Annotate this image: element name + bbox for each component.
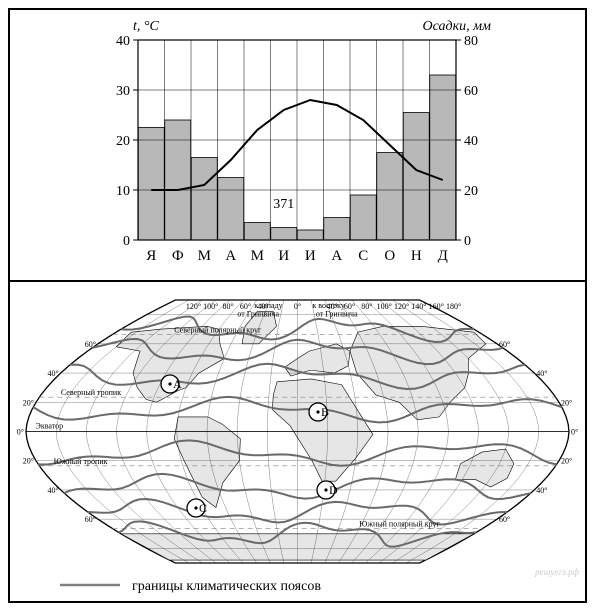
y-left-tick: 10 <box>116 184 130 199</box>
y-right-tick: 80 <box>464 34 478 49</box>
y-right-tick: 40 <box>464 134 478 149</box>
west-label: к западу <box>254 301 282 310</box>
y-left-tick: 30 <box>116 84 130 99</box>
y-left-tick: 40 <box>116 34 130 49</box>
bar <box>218 178 244 241</box>
month-label: С <box>358 248 368 264</box>
lat-label-right: 20° <box>561 457 572 466</box>
tropic-s-label: Южный тропик <box>54 457 108 466</box>
lat-label-right: 60° <box>499 515 510 524</box>
y-right-tick: 0 <box>464 234 471 249</box>
map-point-dot <box>316 410 319 413</box>
right-axis-title: Осадки, мм <box>423 19 492 34</box>
lon-label: 100° <box>203 302 218 311</box>
bar <box>430 75 456 240</box>
east-label: к востоку <box>312 301 345 310</box>
month-label: И <box>278 248 289 264</box>
precip-annotation: 371 <box>273 197 294 212</box>
month-label: А <box>225 248 236 264</box>
map-point-dot <box>324 488 327 491</box>
month-label: Ф <box>172 248 184 264</box>
month-label: Я <box>146 248 156 264</box>
map-point-label: B <box>321 405 329 419</box>
month-label: А <box>331 248 342 264</box>
month-label: Д <box>438 248 448 264</box>
map-svg: 120°100°80°60°40°0°40°60°80°100°120°140°… <box>10 282 585 601</box>
map-point-label: D <box>329 483 338 497</box>
lon-label: 0° <box>294 302 301 311</box>
lat-label-left: 20° <box>23 398 34 407</box>
bar <box>403 113 429 241</box>
bar <box>244 223 270 241</box>
arctic-label: Северный полярный круг <box>174 325 262 334</box>
bar <box>271 228 297 241</box>
lon-label: 140° <box>411 302 426 311</box>
bar <box>138 128 164 241</box>
lat-label-right: 60° <box>499 340 510 349</box>
antarctic-label: Южный полярный круг <box>359 520 440 529</box>
lon-label: 100° <box>377 302 392 311</box>
watermark: решуегэ.рф <box>535 567 579 577</box>
lon-label: 80° <box>361 302 372 311</box>
greenwich-label-w: от Гринвича <box>237 310 279 319</box>
month-label: И <box>305 248 316 264</box>
climate-map: 120°100°80°60°40°0°40°60°80°100°120°140°… <box>10 280 585 601</box>
lat-label-left: 40° <box>47 369 58 378</box>
lon-label: 80° <box>223 302 234 311</box>
left-axis-title: t, °C <box>133 19 159 34</box>
month-label: О <box>384 248 395 264</box>
bar <box>377 153 403 241</box>
bar <box>297 230 323 240</box>
bar <box>191 158 217 241</box>
chart-svg: 010203040020406080ЯФМАМИИАСОНДt, °CОсадк… <box>10 10 585 280</box>
y-right-tick: 60 <box>464 84 478 99</box>
bar <box>165 120 191 240</box>
legend-label: границы климатических поясов <box>132 579 321 594</box>
climatograph: 010203040020406080ЯФМАМИИАСОНДt, °CОсадк… <box>10 10 585 280</box>
lat-label-left: 0° <box>17 428 24 437</box>
bar <box>324 218 350 241</box>
map-point-label: C <box>199 501 207 515</box>
y-right-tick: 20 <box>464 184 478 199</box>
month-label: Н <box>411 248 422 264</box>
bar <box>350 195 376 240</box>
lat-label-left: 60° <box>85 515 96 524</box>
map-point-dot <box>168 382 171 385</box>
y-left-tick: 20 <box>116 134 130 149</box>
map-point-label: A <box>173 377 182 391</box>
figure-container: 010203040020406080ЯФМАМИИАСОНДt, °CОсадк… <box>8 8 587 603</box>
lon-label: 180° <box>446 302 461 311</box>
lon-label: 160° <box>429 302 444 311</box>
map-point-dot <box>194 506 197 509</box>
month-label: М <box>198 248 211 264</box>
lat-label-right: 40° <box>536 369 547 378</box>
y-left-tick: 0 <box>123 234 130 249</box>
lat-label-right: 0° <box>571 428 578 437</box>
lat-label-right: 20° <box>561 398 572 407</box>
lat-label-left: 40° <box>47 486 58 495</box>
lat-label-left: 60° <box>85 340 96 349</box>
lon-label: 120° <box>394 302 409 311</box>
equator-label: Экватор <box>36 422 64 431</box>
lon-label: 120° <box>186 302 201 311</box>
tropic-n-label: Северный тропик <box>61 388 121 397</box>
lat-label-left: 20° <box>23 457 34 466</box>
greenwich-label-e: от Гринвича <box>316 310 358 319</box>
month-label: М <box>251 248 264 264</box>
lat-label-right: 40° <box>536 486 547 495</box>
